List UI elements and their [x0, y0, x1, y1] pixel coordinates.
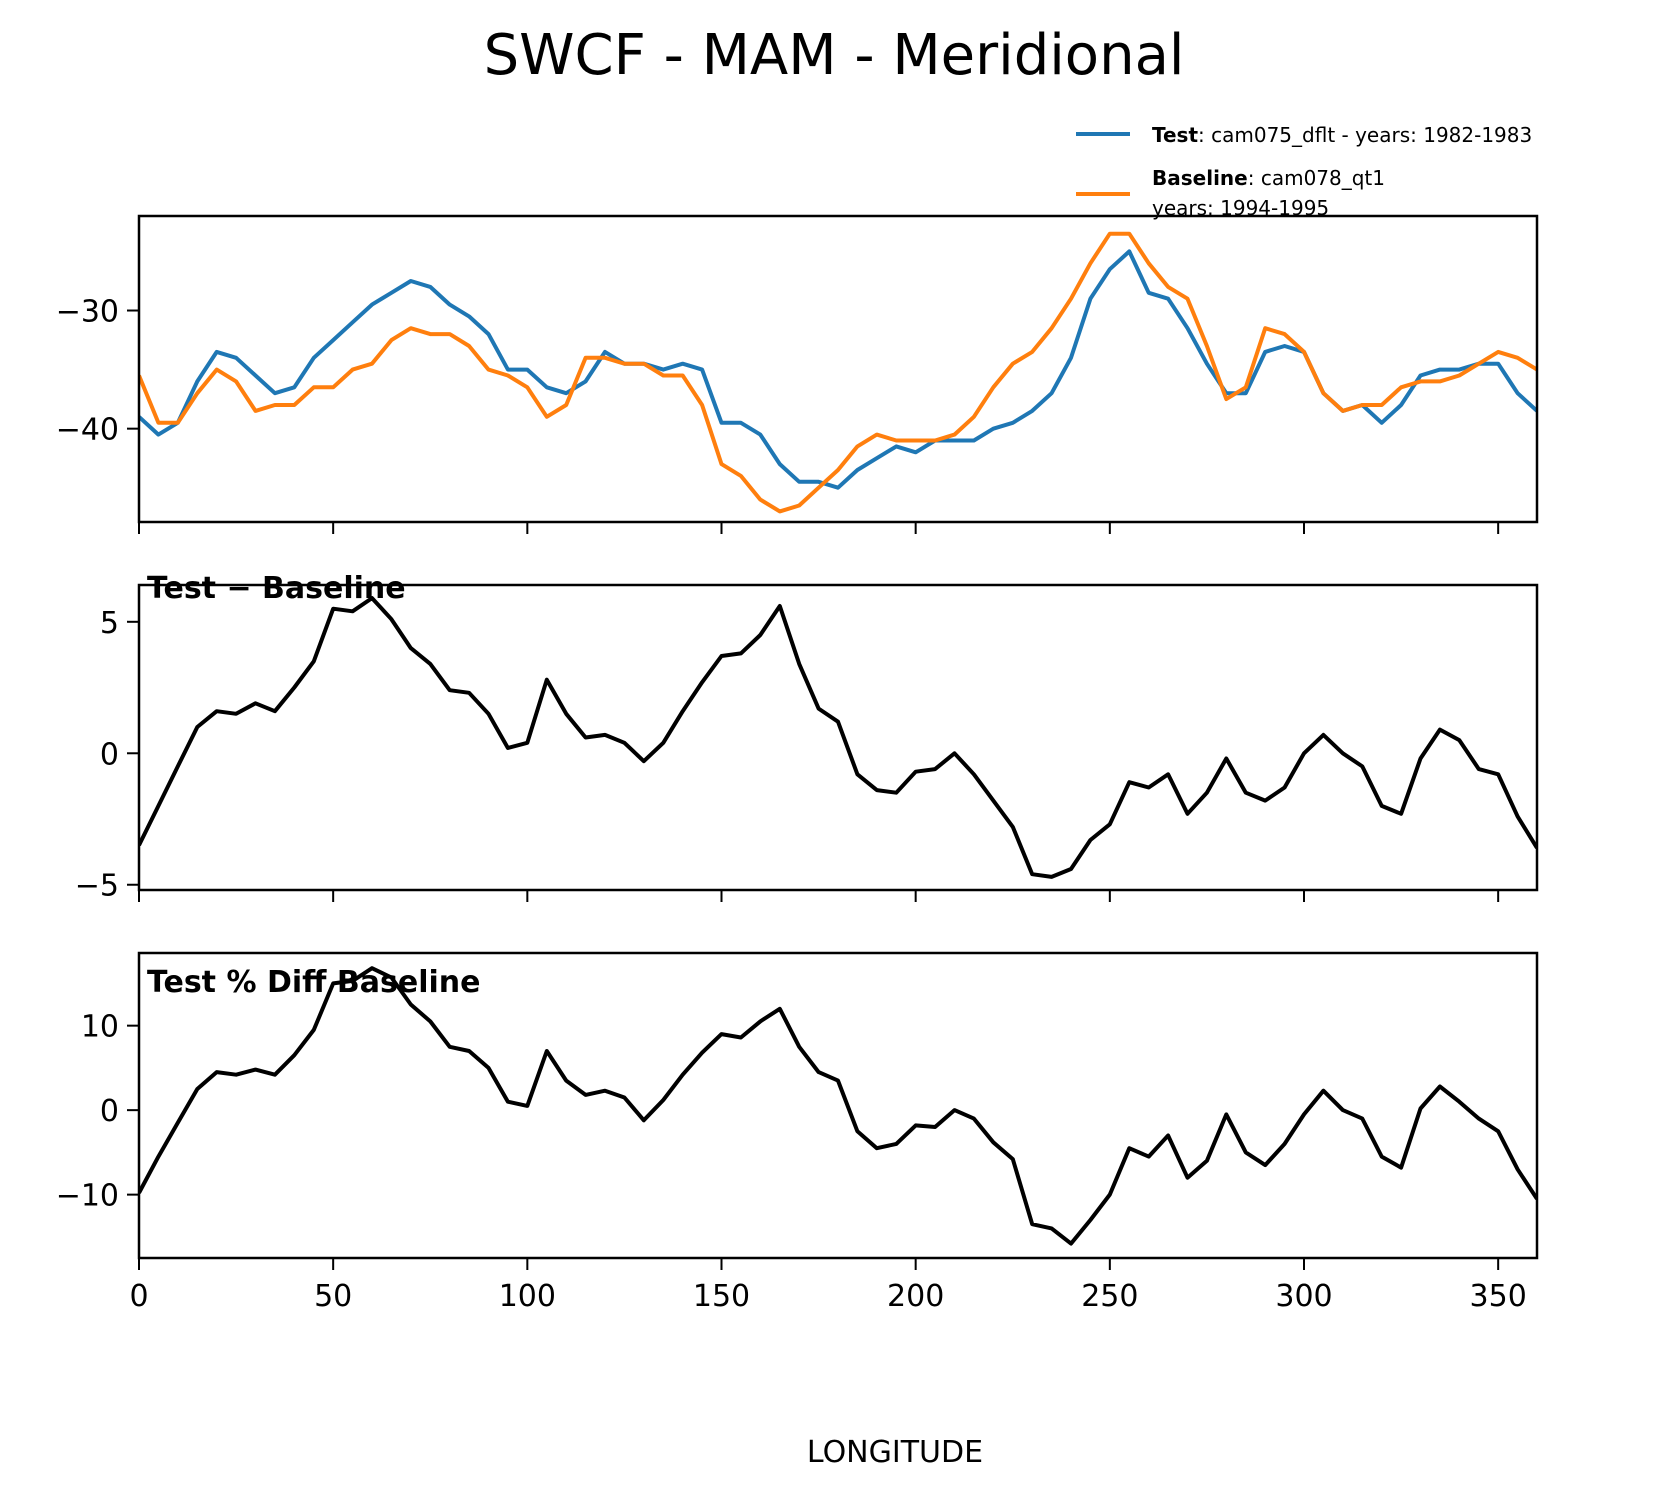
x-axis-label: LONGITUDE: [807, 1435, 983, 1470]
x-tick-label: 0: [129, 1279, 148, 1314]
x-tick-label: 200: [887, 1279, 944, 1314]
x-tick-label: 300: [1275, 1279, 1332, 1314]
y-tick-label: 0: [100, 737, 119, 772]
series-line-top-test: [139, 249, 1537, 490]
figure-title: SWCF - MAM - Meridional: [484, 23, 1185, 88]
panel-middle: 5 0 −5: [75, 583, 1539, 904]
series-line-top-baseline: [139, 231, 1537, 514]
panel-title-bottom: Test % Diff Baseline: [147, 965, 481, 1000]
axes-frame-middle: [137, 583, 1539, 892]
legend-label-baseline: Baseline: cam078_qt1: [1152, 166, 1385, 190]
axes-frame-bottom: [137, 951, 1539, 1260]
y-tick-label: −40: [56, 413, 119, 448]
legend-bold-test: Test: [1152, 123, 1198, 147]
legend-rest-baseline: : cam078_qt1: [1248, 166, 1385, 190]
series-line-bottom-test-diff-baseline: [139, 966, 1537, 1246]
x-tick-label: 150: [693, 1279, 750, 1314]
x-tick-label: 350: [1470, 1279, 1527, 1314]
y-tick-label: −5: [75, 869, 119, 904]
legend: Test: cam075_dflt - years: 1982-1983 Bas…: [1076, 123, 1532, 220]
legend-rest-test: : cam075_dflt - years: 1982-1983: [1198, 123, 1532, 147]
panel-title-middle: Test − Baseline: [147, 571, 406, 606]
x-tick-label: 250: [1081, 1279, 1138, 1314]
y-tick-label: −30: [56, 295, 119, 330]
series-line-middle-test-baseline: [139, 596, 1537, 879]
y-tick-label: −10: [56, 1179, 119, 1214]
legend-bold-baseline: Baseline: [1152, 166, 1248, 190]
x-tick-label: 100: [499, 1279, 556, 1314]
panel-top: −30 −40: [56, 214, 1539, 534]
x-tick-label: 50: [314, 1279, 352, 1314]
y-tick-label: 10: [81, 1010, 119, 1045]
y-tick-label: 5: [100, 606, 119, 641]
y-tick-label: 0: [100, 1094, 119, 1129]
legend-label-test: Test: cam075_dflt - years: 1982-1983: [1152, 123, 1532, 147]
axes-frame-top: [137, 214, 1539, 524]
